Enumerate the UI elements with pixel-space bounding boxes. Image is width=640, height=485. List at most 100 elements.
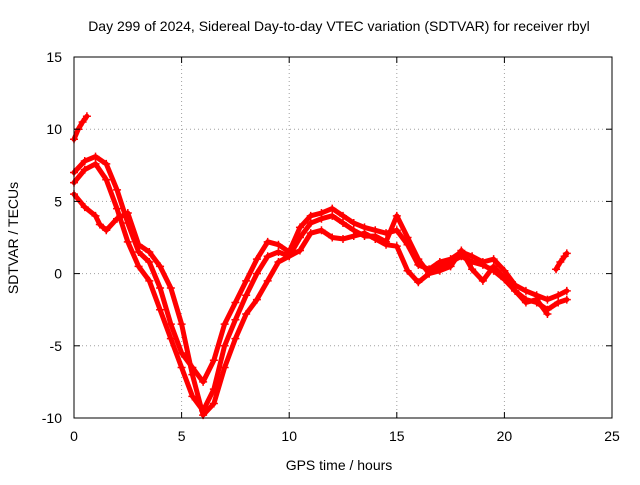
data-point bbox=[274, 258, 283, 267]
data-point bbox=[489, 255, 498, 264]
y-tick-label: 15 bbox=[46, 49, 62, 65]
data-point bbox=[532, 295, 541, 304]
data-point bbox=[113, 185, 122, 194]
data-point bbox=[371, 234, 380, 243]
data-point bbox=[392, 242, 401, 251]
series-line bbox=[71, 191, 550, 418]
data-point bbox=[231, 315, 240, 324]
data-point bbox=[274, 240, 283, 249]
data-point bbox=[166, 320, 175, 329]
data-point bbox=[295, 246, 304, 255]
data-point bbox=[123, 237, 132, 246]
y-tick-label: 5 bbox=[54, 193, 62, 209]
data-point bbox=[478, 260, 487, 269]
data-point bbox=[252, 295, 261, 304]
series-track-b bbox=[70, 159, 571, 415]
data-point bbox=[360, 229, 369, 238]
grid bbox=[74, 57, 612, 418]
data-point bbox=[156, 305, 165, 314]
data-point bbox=[562, 295, 571, 304]
series-segment-end-right bbox=[552, 249, 571, 274]
data-point bbox=[95, 220, 104, 229]
chart-title: Day 299 of 2024, Sidereal Day-to-day VTE… bbox=[88, 18, 590, 34]
data-point bbox=[263, 252, 272, 261]
data-point bbox=[382, 240, 391, 249]
data-point bbox=[306, 211, 315, 220]
data-point bbox=[242, 291, 251, 300]
data-point bbox=[263, 237, 272, 246]
data-point bbox=[134, 247, 143, 256]
data-point bbox=[521, 286, 530, 295]
data-point bbox=[552, 265, 561, 274]
data-point bbox=[123, 208, 132, 217]
data-point bbox=[220, 341, 229, 350]
data-point bbox=[177, 349, 186, 358]
data-point bbox=[339, 219, 347, 228]
data-point bbox=[425, 269, 434, 278]
data-point bbox=[511, 286, 520, 295]
plot-frame bbox=[73, 56, 613, 419]
data-point bbox=[166, 334, 175, 343]
data-point bbox=[392, 226, 401, 235]
data-point bbox=[521, 298, 530, 307]
data-point bbox=[562, 249, 571, 258]
data-point bbox=[145, 247, 154, 256]
data-point bbox=[295, 233, 304, 242]
x-tick-label: 0 bbox=[70, 428, 78, 444]
data-point bbox=[317, 214, 326, 223]
data-point bbox=[231, 334, 240, 343]
data-point bbox=[188, 392, 197, 401]
data-point bbox=[414, 278, 423, 287]
data-point bbox=[220, 363, 229, 372]
x-tick-label: 15 bbox=[389, 428, 405, 444]
data-point bbox=[562, 286, 571, 295]
data-point bbox=[113, 204, 122, 213]
data-point bbox=[209, 356, 218, 365]
x-axis-label: GPS time / hours bbox=[286, 457, 393, 473]
data-point bbox=[177, 363, 186, 372]
data-point bbox=[543, 310, 552, 319]
data-point bbox=[209, 399, 218, 408]
data-point bbox=[177, 320, 186, 329]
data-point bbox=[80, 165, 89, 174]
data-point bbox=[317, 226, 326, 235]
data-point bbox=[306, 229, 315, 238]
data-point bbox=[242, 276, 251, 285]
series-line bbox=[553, 250, 570, 272]
axis-ticks: 0 5 10 15 20 25 -10 -5 0 5 10 15 bbox=[42, 49, 620, 444]
y-tick-label: 0 bbox=[54, 266, 62, 282]
data-point bbox=[113, 214, 122, 223]
data-point bbox=[349, 232, 358, 241]
x-tick-label: 20 bbox=[497, 428, 513, 444]
data-point bbox=[306, 219, 315, 228]
data-series bbox=[70, 112, 571, 420]
data-point bbox=[328, 204, 337, 213]
data-point bbox=[231, 298, 240, 307]
data-point bbox=[468, 265, 477, 274]
data-point bbox=[156, 262, 165, 271]
data-point bbox=[252, 255, 261, 264]
data-point bbox=[446, 262, 455, 271]
data-point bbox=[274, 247, 283, 256]
series-line bbox=[71, 113, 90, 142]
data-point bbox=[188, 370, 197, 379]
data-point bbox=[220, 320, 229, 329]
data-point bbox=[91, 159, 100, 168]
data-point bbox=[435, 266, 444, 275]
data-point bbox=[392, 211, 401, 220]
x-tick-label: 10 bbox=[281, 428, 297, 444]
x-tick-label: 25 bbox=[604, 428, 620, 444]
data-point bbox=[263, 276, 272, 285]
data-point bbox=[414, 255, 423, 264]
data-point bbox=[500, 273, 509, 282]
data-point bbox=[349, 219, 358, 228]
data-point bbox=[145, 258, 154, 267]
data-point bbox=[80, 156, 89, 165]
data-point bbox=[80, 203, 89, 212]
series-segment-top-left bbox=[70, 112, 91, 144]
x-tick-label: 5 bbox=[178, 428, 186, 444]
data-point bbox=[403, 233, 412, 242]
data-point bbox=[91, 152, 100, 161]
